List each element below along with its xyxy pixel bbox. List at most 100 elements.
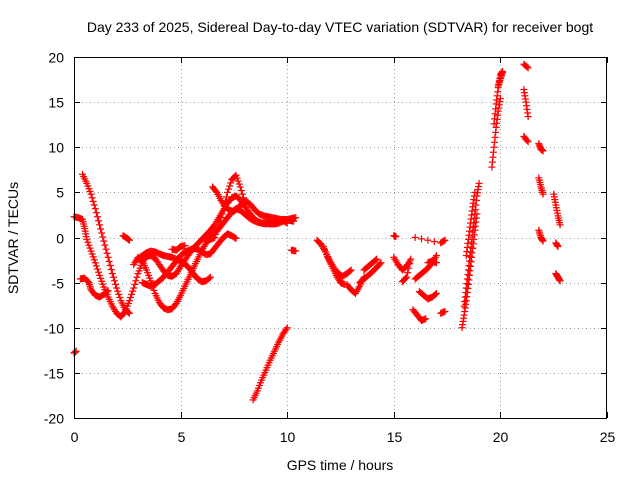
y-tick-label: -15 — [44, 366, 64, 382]
data-point — [126, 294, 134, 302]
data-point — [116, 294, 124, 302]
y-tick-label: 20 — [48, 50, 64, 66]
data-point — [211, 234, 219, 241]
data-point — [556, 221, 564, 229]
data-point — [441, 236, 449, 244]
data-point — [227, 179, 235, 187]
data-point — [292, 247, 300, 255]
data-point — [440, 237, 448, 245]
data-point — [554, 243, 562, 251]
data-point — [107, 266, 115, 274]
data-point — [376, 260, 384, 268]
data-point — [524, 113, 532, 121]
data-point — [100, 237, 108, 245]
series-arc-ac — [462, 188, 479, 260]
data-point — [539, 237, 547, 245]
data-point — [539, 147, 547, 155]
data-point — [215, 221, 223, 229]
data-point — [499, 68, 507, 76]
series-arc-d — [79, 170, 133, 317]
data-point — [104, 253, 112, 261]
series-arc-l — [249, 324, 291, 404]
y-tick-label: 15 — [48, 95, 64, 111]
data-point — [206, 273, 214, 281]
data-point — [95, 217, 103, 225]
data-point — [99, 233, 107, 241]
data-point — [377, 259, 385, 267]
data-point — [131, 280, 139, 288]
series-arc-ag — [520, 60, 532, 72]
data-point — [236, 183, 244, 191]
data-point — [283, 324, 291, 332]
data-point — [523, 63, 531, 71]
data-point — [432, 252, 440, 260]
data-point — [404, 269, 412, 277]
data-point — [103, 288, 111, 296]
series-arc-af — [494, 68, 507, 90]
data-point — [111, 277, 119, 285]
x-tick-label: 15 — [387, 429, 403, 445]
data-point — [212, 230, 220, 238]
grid — [74, 57, 607, 418]
series-arc-a — [70, 347, 80, 357]
series-arc-k — [209, 183, 298, 225]
data-point — [205, 274, 213, 282]
data-point — [347, 266, 355, 274]
data-point — [222, 193, 230, 201]
data-point — [95, 268, 103, 276]
series-arc-an — [552, 239, 562, 251]
data-point — [406, 260, 414, 268]
data-point — [181, 242, 189, 250]
data-point — [441, 308, 449, 316]
y-tick-label: -5 — [52, 276, 65, 292]
data-point — [218, 210, 226, 218]
data-point — [133, 273, 141, 281]
series-arc-ao — [552, 270, 564, 285]
series-arc-ah — [520, 85, 532, 121]
series-arc-am — [550, 190, 564, 229]
data-point — [539, 190, 547, 198]
data-point — [411, 234, 419, 241]
data-point — [422, 315, 430, 323]
y-axis-label: SDTVAR / TECUs — [5, 182, 21, 294]
data-point — [125, 236, 133, 244]
data-point — [226, 182, 234, 190]
data-point — [282, 325, 290, 333]
x-axis-label: GPS time / hours — [287, 457, 394, 473]
data-point — [471, 188, 479, 196]
data-point — [130, 284, 138, 292]
data-point — [523, 136, 531, 144]
y-tick-label: -10 — [44, 321, 64, 337]
data-point — [290, 217, 298, 225]
axis-ticks: 0 5 10 15 20 25 -20 -15 -10 -5 0 5 10 15 20 — [44, 50, 616, 446]
data-point — [238, 190, 246, 198]
data-point — [93, 213, 101, 221]
data-point — [231, 234, 239, 242]
data-point — [98, 229, 106, 237]
chart-title: Day 233 of 2025, Sidereal Day-to-day VTE… — [87, 19, 593, 35]
data-point — [432, 259, 440, 267]
data-point — [104, 287, 112, 295]
data-point — [232, 234, 240, 242]
series-arc-al — [535, 226, 547, 245]
y-tick-label: 10 — [48, 140, 64, 156]
series-arc-q — [356, 259, 385, 287]
data-point — [407, 255, 415, 263]
series-arc-m — [287, 246, 300, 255]
series-arc-v — [409, 306, 430, 325]
data-point — [405, 264, 413, 272]
data-point — [432, 289, 440, 297]
data-point — [105, 257, 113, 265]
series-arc-p — [343, 273, 368, 297]
data-point — [91, 259, 99, 267]
series-arc-w — [415, 288, 440, 303]
x-tick-label: 25 — [600, 429, 616, 445]
data-point — [114, 287, 122, 295]
y-tick-label: -20 — [44, 411, 64, 427]
series-arc-aa — [458, 210, 481, 332]
data-point — [128, 290, 136, 298]
series-arc-t — [390, 253, 415, 286]
data-point — [87, 190, 95, 198]
data-point — [216, 217, 224, 225]
